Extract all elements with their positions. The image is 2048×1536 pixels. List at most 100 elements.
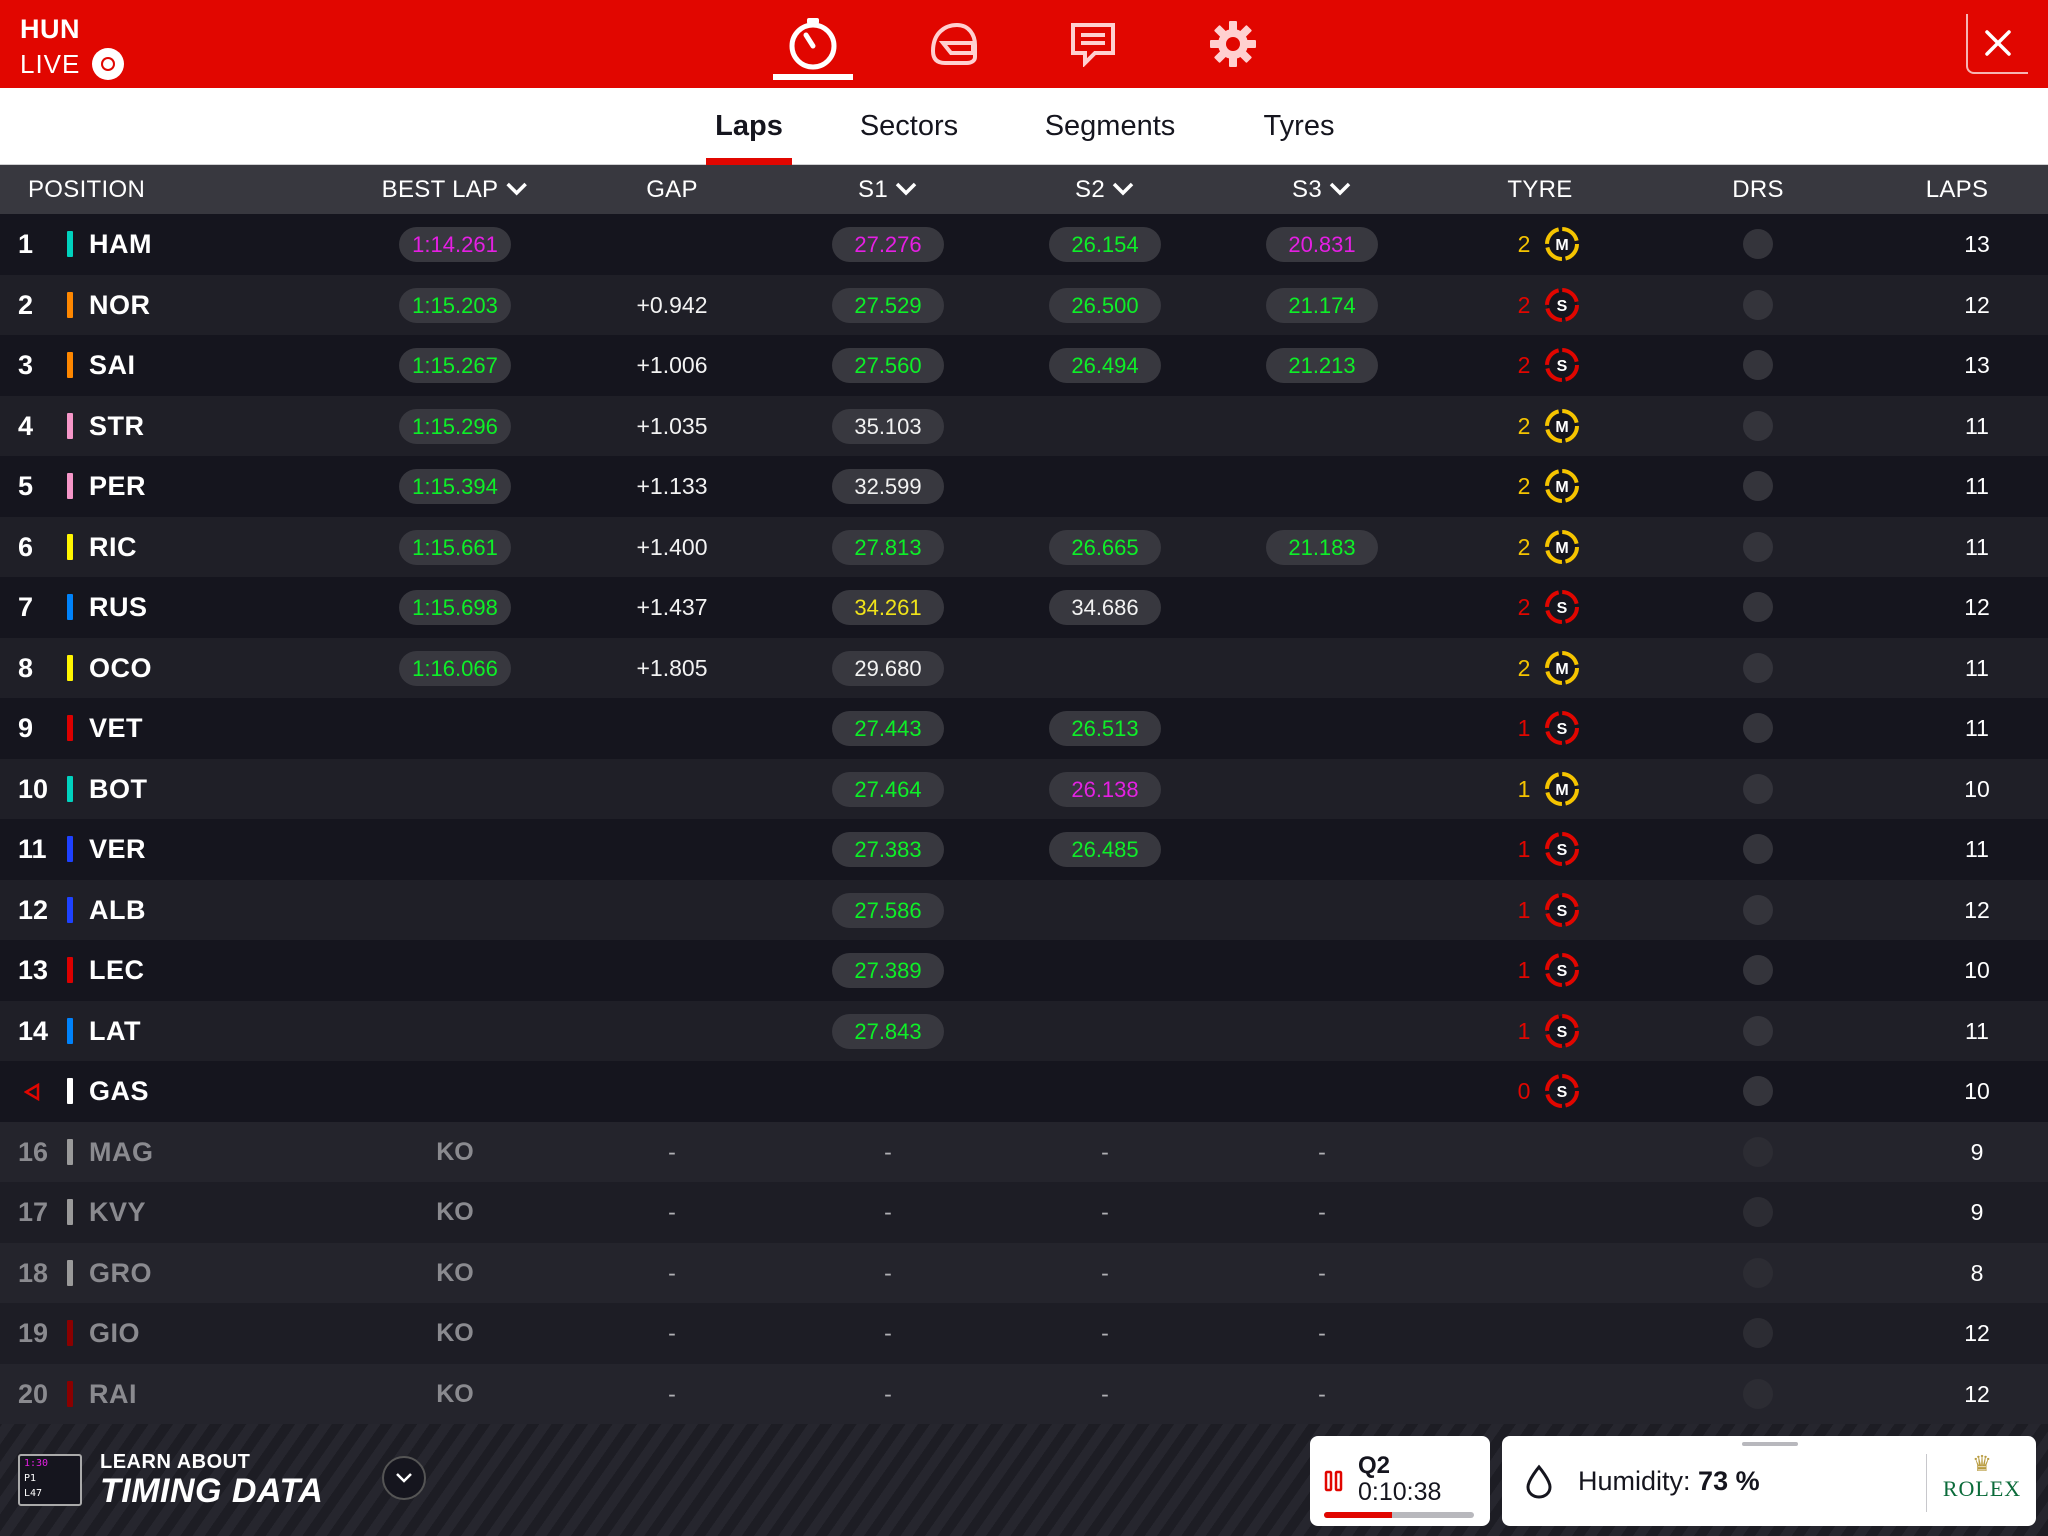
- tab-tyres[interactable]: Tyres: [1263, 110, 1335, 142]
- table-row[interactable]: 20 RAI KO - - - - 12: [0, 1363, 2048, 1424]
- chevron-down-icon: [506, 182, 527, 196]
- driver-code[interactable]: RAI: [89, 1378, 137, 1409]
- table-row[interactable]: 18 GRO KO - - - - 8: [0, 1242, 2048, 1303]
- tab-segments[interactable]: Segments: [1044, 110, 1176, 142]
- s1-time: 27.560: [832, 348, 944, 383]
- tab-sectors[interactable]: Sectors: [859, 110, 959, 142]
- header-s3[interactable]: S3: [1292, 165, 1352, 214]
- table-row[interactable]: 9 VET 27.443 26.513 1 S 11: [0, 698, 2048, 759]
- driver-code[interactable]: OCO: [89, 652, 153, 683]
- driver-code[interactable]: RIC: [89, 531, 137, 562]
- driver-code[interactable]: STR: [89, 410, 145, 441]
- timing-data-label[interactable]: TIMING DATA: [100, 1472, 324, 1510]
- driver-code[interactable]: KVY: [89, 1197, 147, 1227]
- driver-code[interactable]: PER: [89, 471, 147, 501]
- team-color-bar: [67, 836, 73, 862]
- driver-code[interactable]: LAT: [89, 1015, 141, 1046]
- soft-tyre-icon: S: [1545, 832, 1579, 866]
- driver-code[interactable]: LEC: [89, 955, 145, 985]
- driver-code[interactable]: GAS: [89, 1076, 150, 1106]
- header-s2[interactable]: S2: [1075, 165, 1135, 214]
- s2-time: 26.485: [1049, 832, 1161, 867]
- gear-icon: [1210, 21, 1256, 67]
- s2-value: -: [1101, 1380, 1109, 1407]
- table-row[interactable]: 10 BOT 27.464 26.138 1 M 10: [0, 758, 2048, 819]
- header-s1[interactable]: S1: [858, 165, 918, 214]
- s1-time: 32.599: [832, 469, 944, 504]
- footer-bar: 1:30 P1 L47 LEARN ABOUT TIMING DATA Q2 0…: [0, 1424, 2048, 1536]
- table-row[interactable]: 6 RIC 1:15.661 +1.400 27.813 26.665 21.183 2 M 11: [0, 516, 2048, 577]
- position-number: 8: [18, 652, 34, 683]
- table-row[interactable]: 13 LEC 27.389 1 S 10: [0, 940, 2048, 1001]
- table-row[interactable]: 4 STR 1:15.296 +1.035 35.103 2 M 11: [0, 395, 2048, 456]
- s1-time: 27.383: [832, 832, 944, 867]
- driver-code[interactable]: ALB: [89, 894, 146, 925]
- table-row[interactable]: 12 ALB 27.586 1 S 12: [0, 879, 2048, 940]
- driver-code[interactable]: HAM: [89, 229, 152, 259]
- table-row[interactable]: GAS 0 S 10: [0, 1061, 2048, 1122]
- nav-messages-button[interactable]: [1053, 10, 1133, 78]
- laps-count: 10: [1964, 775, 1990, 802]
- tyre-stint-count: 1: [1517, 957, 1531, 983]
- s3-time: 21.213: [1266, 348, 1378, 383]
- table-row[interactable]: 11 VER 27.383 26.485 1 S 11: [0, 819, 2048, 880]
- driver-code[interactable]: GRO: [89, 1257, 153, 1288]
- position-number: 9: [18, 713, 34, 743]
- expand-footer-button[interactable]: [382, 1456, 426, 1500]
- driver-code[interactable]: NOR: [89, 289, 151, 320]
- table-row[interactable]: 8 OCO 1:16.066 +1.805 29.680 2 M 11: [0, 637, 2048, 698]
- driver-code[interactable]: VER: [89, 834, 147, 864]
- table-row[interactable]: 17 KVY KO - - - - 9: [0, 1182, 2048, 1243]
- table-row[interactable]: 14 LAT 27.843 1 S 11: [0, 1000, 2048, 1061]
- laps-count: 9: [1970, 1138, 1984, 1165]
- header-drs: DRS: [1732, 176, 1784, 203]
- drs-indicator: [1743, 894, 1773, 925]
- driver-code[interactable]: BOT: [89, 773, 148, 804]
- session-time: 0:10:38: [1358, 1478, 1442, 1506]
- drs-indicator: [1743, 229, 1773, 259]
- stopwatch-icon: [789, 18, 837, 70]
- s1-time: 34.261: [832, 590, 944, 625]
- header-s3-label: S3: [1292, 176, 1322, 203]
- weather-card[interactable]: Humidity: 73 % ♛ ROLEX: [1502, 1436, 2036, 1526]
- driver-code[interactable]: MAG: [89, 1136, 154, 1167]
- table-row[interactable]: 16 MAG KO - - - - 9: [0, 1121, 2048, 1182]
- driver-code[interactable]: VET: [89, 713, 144, 743]
- driver-code[interactable]: RUS: [89, 592, 148, 622]
- tab-laps[interactable]: Laps: [706, 88, 792, 165]
- s3-time: 21.174: [1266, 287, 1378, 323]
- best-lap-time: 1:16.066: [399, 650, 511, 686]
- table-row[interactable]: 2 NOR 1:15.203 +0.942 27.529 26.500 21.174 2 S 12: [0, 274, 2048, 335]
- nav-timing-button[interactable]: [773, 10, 853, 80]
- laps-count: 8: [1970, 1259, 1984, 1286]
- s2-time: 26.500: [1049, 287, 1161, 323]
- gap-value: +1.006: [636, 352, 708, 378]
- table-row[interactable]: 19 GIO KO - - - - 12: [0, 1303, 2048, 1364]
- team-color-bar: [67, 1017, 73, 1044]
- nav-drivers-button[interactable]: [914, 10, 994, 78]
- gap-value: -: [668, 1199, 676, 1225]
- close-button[interactable]: [1966, 14, 2028, 74]
- table-row[interactable]: 3 SAI 1:15.267 +1.006 27.560 26.494 21.213 2 S 13: [0, 335, 2048, 396]
- drag-handle[interactable]: [1742, 1442, 1798, 1446]
- svg-text:S: S: [1557, 903, 1568, 920]
- driver-code[interactable]: SAI: [89, 350, 136, 380]
- nav-settings-button[interactable]: [1193, 10, 1273, 78]
- position-number: 2: [18, 289, 34, 320]
- learn-about-label[interactable]: LEARN ABOUT: [100, 1451, 251, 1473]
- best-lap-time: 1:15.296: [399, 408, 511, 444]
- table-row[interactable]: 5 PER 1:15.394 +1.133 32.599 2 M 11: [0, 456, 2048, 517]
- table-row[interactable]: 1 HAM 1:14.261 27.276 26.154 20.831 2 M 13: [0, 214, 2048, 275]
- tyre-stint-count: 1: [1517, 896, 1531, 923]
- best-lap-time: 1:15.203: [399, 287, 511, 323]
- s2-time: 26.513: [1049, 711, 1161, 746]
- laps-count: 11: [1965, 715, 1989, 741]
- driver-code[interactable]: GIO: [89, 1318, 141, 1348]
- session-card[interactable]: Q2 0:10:38: [1310, 1436, 1490, 1526]
- table-row[interactable]: 7 RUS 1:15.698 +1.437 34.261 34.686 2 S 12: [0, 577, 2048, 638]
- team-color-bar: [67, 231, 73, 257]
- header-best-lap[interactable]: BEST LAP: [382, 165, 529, 214]
- crown-icon: ♛: [1972, 1451, 1992, 1476]
- s1-value: -: [884, 1380, 892, 1407]
- laps-count: 12: [1964, 594, 1990, 620]
